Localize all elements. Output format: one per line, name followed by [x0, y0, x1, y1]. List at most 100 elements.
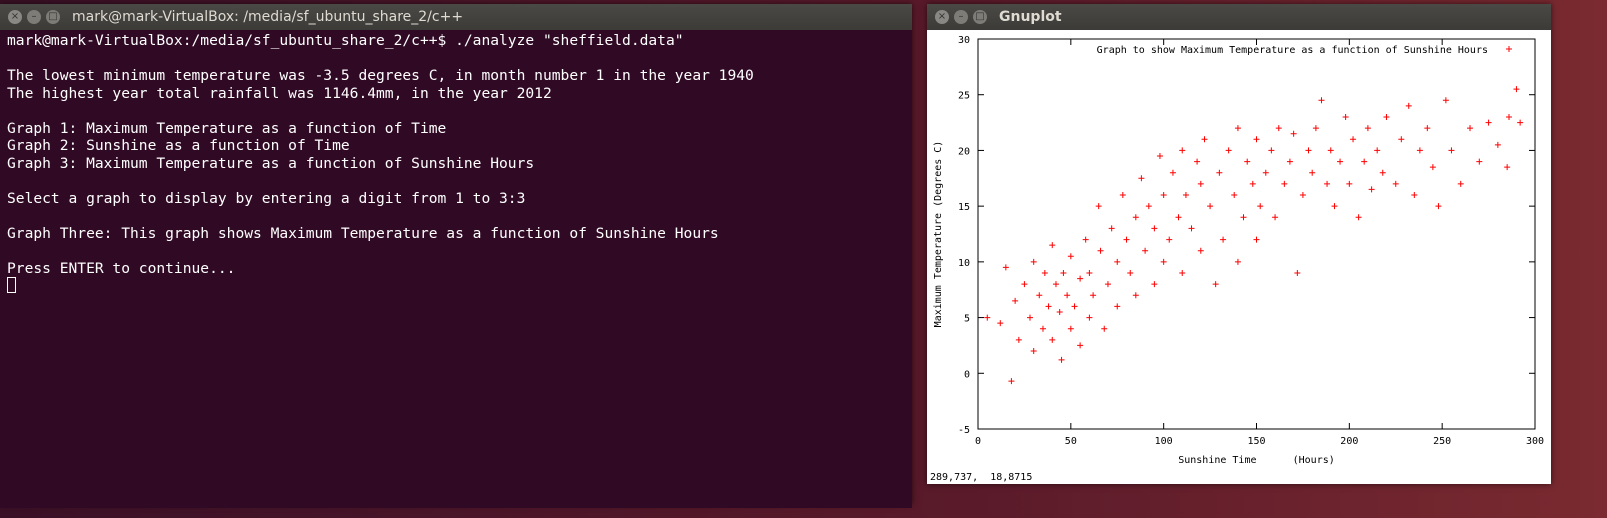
point	[1026, 314, 1033, 321]
close-button[interactable]: ×	[935, 10, 949, 24]
point	[1169, 169, 1176, 176]
point	[1244, 158, 1251, 165]
point	[1114, 258, 1121, 265]
point	[1318, 97, 1325, 104]
point	[1355, 214, 1362, 221]
maximize-button[interactable]: □	[973, 10, 987, 24]
minimize-button[interactable]: –	[27, 10, 41, 24]
point	[1188, 225, 1195, 232]
point	[1071, 303, 1078, 310]
terminal-line: mark@mark-VirtualBox:/media/sf_ubuntu_sh…	[7, 32, 684, 49]
cursor	[7, 277, 16, 293]
point	[1249, 180, 1256, 187]
terminal-line: Graph Three: This graph shows Maximum Te…	[7, 224, 719, 242]
window-title: mark@mark-VirtualBox: /media/sf_ubuntu_s…	[72, 9, 464, 25]
point	[1166, 236, 1173, 243]
point	[1194, 158, 1201, 165]
point	[1286, 158, 1293, 165]
point	[1090, 292, 1097, 299]
maximize-button[interactable]: □	[46, 10, 60, 24]
point	[1299, 192, 1306, 198]
terminal-body[interactable]: mark@mark-VirtualBox:/media/sf_ubuntu_sh…	[0, 30, 912, 508]
terminal-line: The lowest minimum temperature was -3.5 …	[7, 67, 754, 84]
point	[1077, 275, 1084, 282]
point	[1021, 281, 1028, 288]
point	[1119, 192, 1126, 198]
point	[1179, 147, 1186, 154]
point	[1281, 180, 1288, 187]
point	[1405, 102, 1412, 109]
point	[1160, 258, 1167, 265]
x-tick-label: 250	[1433, 436, 1451, 447]
point	[1253, 136, 1260, 143]
point	[1342, 114, 1349, 120]
point	[1216, 169, 1223, 176]
point	[1049, 242, 1056, 249]
point	[1374, 147, 1381, 154]
point	[1272, 214, 1279, 221]
point	[1517, 119, 1524, 126]
point	[1201, 136, 1208, 143]
point	[1058, 356, 1065, 363]
y-tick-label: 10	[958, 258, 970, 269]
point	[1060, 270, 1067, 276]
point	[1268, 147, 1275, 154]
point	[1182, 192, 1189, 198]
point	[1127, 270, 1134, 276]
point	[1383, 114, 1390, 120]
point	[1067, 325, 1074, 332]
point	[1225, 147, 1232, 154]
point	[1275, 125, 1282, 132]
point	[1398, 136, 1405, 143]
point	[1207, 203, 1214, 210]
point	[1197, 247, 1204, 254]
point	[1457, 180, 1464, 187]
point	[1077, 342, 1084, 349]
legend-label: Graph to show Maximum Temperature as a f…	[1097, 45, 1488, 56]
title-bar: × – □ Gnuplot	[927, 4, 1551, 30]
point	[1379, 169, 1386, 176]
point	[1015, 336, 1022, 343]
x-tick-label: 50	[1065, 436, 1077, 447]
minimize-button[interactable]: –	[954, 10, 968, 24]
point	[1039, 325, 1046, 332]
point	[1350, 136, 1357, 143]
point	[1156, 153, 1163, 159]
point	[1368, 186, 1375, 193]
x-tick-label: 150	[1247, 436, 1265, 447]
point	[1041, 270, 1048, 276]
point	[1067, 253, 1074, 260]
point	[984, 314, 991, 321]
point	[1234, 258, 1241, 265]
point	[1145, 203, 1152, 210]
point	[1327, 147, 1334, 154]
point	[1231, 192, 1238, 198]
point	[1240, 214, 1247, 221]
x-tick-label: 300	[1526, 436, 1544, 447]
point	[1095, 203, 1102, 210]
close-button[interactable]: ×	[8, 10, 22, 24]
point	[1312, 125, 1319, 132]
point	[1030, 348, 1037, 354]
point	[1435, 203, 1442, 210]
point	[1132, 292, 1139, 299]
point	[1052, 281, 1059, 288]
point	[1132, 214, 1139, 221]
point	[1467, 125, 1474, 132]
point	[1424, 125, 1431, 132]
point	[1494, 141, 1501, 148]
point	[1346, 180, 1353, 187]
y-tick-label: -5	[958, 425, 970, 436]
point	[1151, 225, 1158, 232]
point	[1212, 281, 1219, 288]
point	[1160, 192, 1167, 198]
x-axis-label: Sunshine Time (Hours)	[1178, 455, 1335, 466]
point	[1331, 203, 1338, 210]
point	[1002, 264, 1009, 271]
point	[1364, 125, 1371, 132]
point	[1064, 292, 1071, 299]
point	[1104, 281, 1111, 288]
point	[1337, 158, 1344, 165]
point	[1036, 292, 1043, 299]
